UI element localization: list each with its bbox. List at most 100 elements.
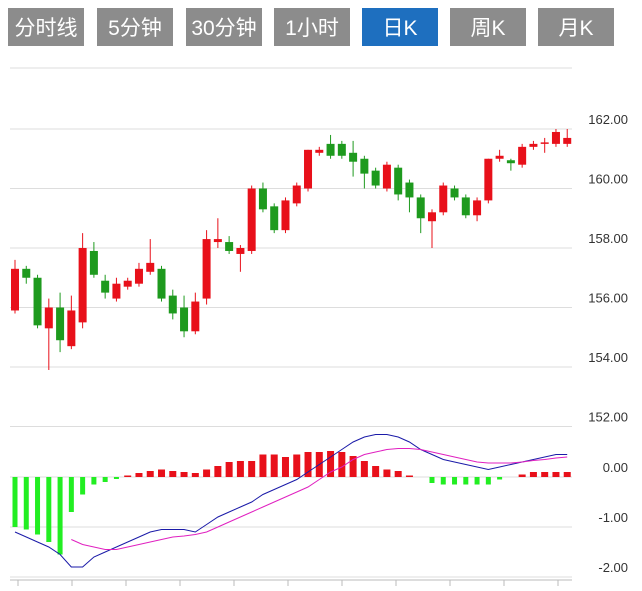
macd-bar [270, 454, 278, 477]
macd-bar [485, 477, 491, 485]
macd-bar [293, 454, 301, 477]
macd-bar [180, 472, 188, 477]
candle-body [326, 143, 335, 156]
y-tick-label: 160.00 [588, 172, 628, 187]
macd-bar [23, 477, 29, 530]
tab-label: 1小时 [285, 17, 339, 40]
macd-bar [91, 477, 97, 485]
candle-body [134, 268, 143, 284]
macd-bar [349, 456, 357, 477]
macd-bar [440, 477, 446, 485]
candle-body [337, 143, 346, 156]
macd-bar [35, 477, 41, 535]
candle-body [563, 137, 572, 144]
y-tick-label: -2.00 [598, 560, 628, 575]
tab-background [186, 8, 262, 46]
candle-body [236, 248, 245, 254]
candle-body [360, 158, 369, 174]
macd-bar [169, 471, 177, 477]
y-tick-label: 0.00 [603, 460, 628, 475]
candle-body [304, 149, 313, 189]
candle-body [22, 268, 31, 278]
macd-bar [372, 466, 380, 477]
candle-body [315, 149, 324, 153]
tab-background [450, 8, 526, 46]
candle-body [292, 185, 301, 204]
candle-body [180, 307, 189, 332]
candle-body [382, 164, 391, 189]
macd-bar [552, 472, 560, 477]
candle-body [101, 280, 110, 293]
candle-body [33, 277, 42, 326]
tab[interactable]: 周K [450, 8, 526, 46]
candle-body [450, 188, 459, 198]
candle-body [146, 262, 155, 272]
candle-body [461, 197, 470, 216]
macd-bar [541, 472, 549, 477]
candle-body [484, 158, 493, 201]
y-tick-label: 158.00 [588, 231, 628, 246]
macd-bar [360, 461, 368, 477]
candle-body [427, 212, 436, 222]
candle-body [270, 206, 279, 231]
candle-body [56, 307, 65, 341]
candle-body [371, 170, 380, 186]
macd-bar [214, 466, 222, 477]
tab-label: 周K [470, 17, 505, 40]
macd-bar [394, 471, 402, 477]
macd-bar [248, 461, 256, 477]
macd-bar [158, 469, 166, 477]
candle-body [529, 143, 538, 147]
tab[interactable]: 5分钟 [97, 8, 173, 46]
tab-label: 日K [382, 17, 417, 40]
macd-bar [124, 475, 132, 477]
candle-body [89, 250, 98, 275]
candle-body [123, 280, 132, 287]
macd-bar [68, 477, 74, 512]
candle-body [213, 239, 222, 243]
candle-body [551, 131, 560, 144]
macd-bar [225, 462, 233, 477]
macd-line [71, 448, 568, 550]
candle-body [258, 188, 267, 210]
y-tick-label: 162.00 [588, 112, 628, 127]
y-tick-label: 154.00 [588, 350, 628, 365]
macd-line [14, 434, 568, 568]
candle-body [247, 188, 256, 251]
y-tick-label: 152.00 [588, 410, 628, 425]
candle-body [473, 200, 482, 216]
tab[interactable]: 日K [362, 8, 438, 46]
macd-bar [429, 477, 435, 483]
candle-body [168, 295, 177, 314]
tab[interactable]: 分时线 [8, 8, 84, 46]
macd-bar [57, 477, 63, 555]
candle-body [495, 155, 504, 159]
tab-label: 分时线 [15, 17, 78, 40]
candle-body [225, 242, 234, 251]
candle-body [506, 160, 515, 164]
candle-body [191, 301, 200, 332]
tab[interactable]: 30分钟 [186, 8, 262, 46]
candle-body [518, 146, 527, 165]
macd-bar [338, 452, 346, 477]
candle-body [439, 185, 448, 213]
macd-bar [46, 477, 52, 542]
tab[interactable]: 月K [538, 8, 614, 46]
tab[interactable]: 1小时 [274, 8, 350, 46]
candle-body [202, 239, 211, 299]
candle-body [405, 182, 414, 198]
macd-bar [259, 454, 267, 477]
macd-bar [281, 457, 289, 477]
macd-bar [463, 477, 469, 485]
macd-bar [203, 469, 211, 477]
tab-label: 30分钟 [191, 17, 256, 40]
candle-body [44, 307, 53, 329]
candle-body [78, 248, 87, 323]
candle-body [540, 142, 549, 144]
candle-body [157, 268, 166, 299]
candle-body [67, 310, 76, 347]
candle-body [349, 152, 358, 162]
macd-bar [474, 477, 480, 485]
tab-background [362, 8, 438, 46]
